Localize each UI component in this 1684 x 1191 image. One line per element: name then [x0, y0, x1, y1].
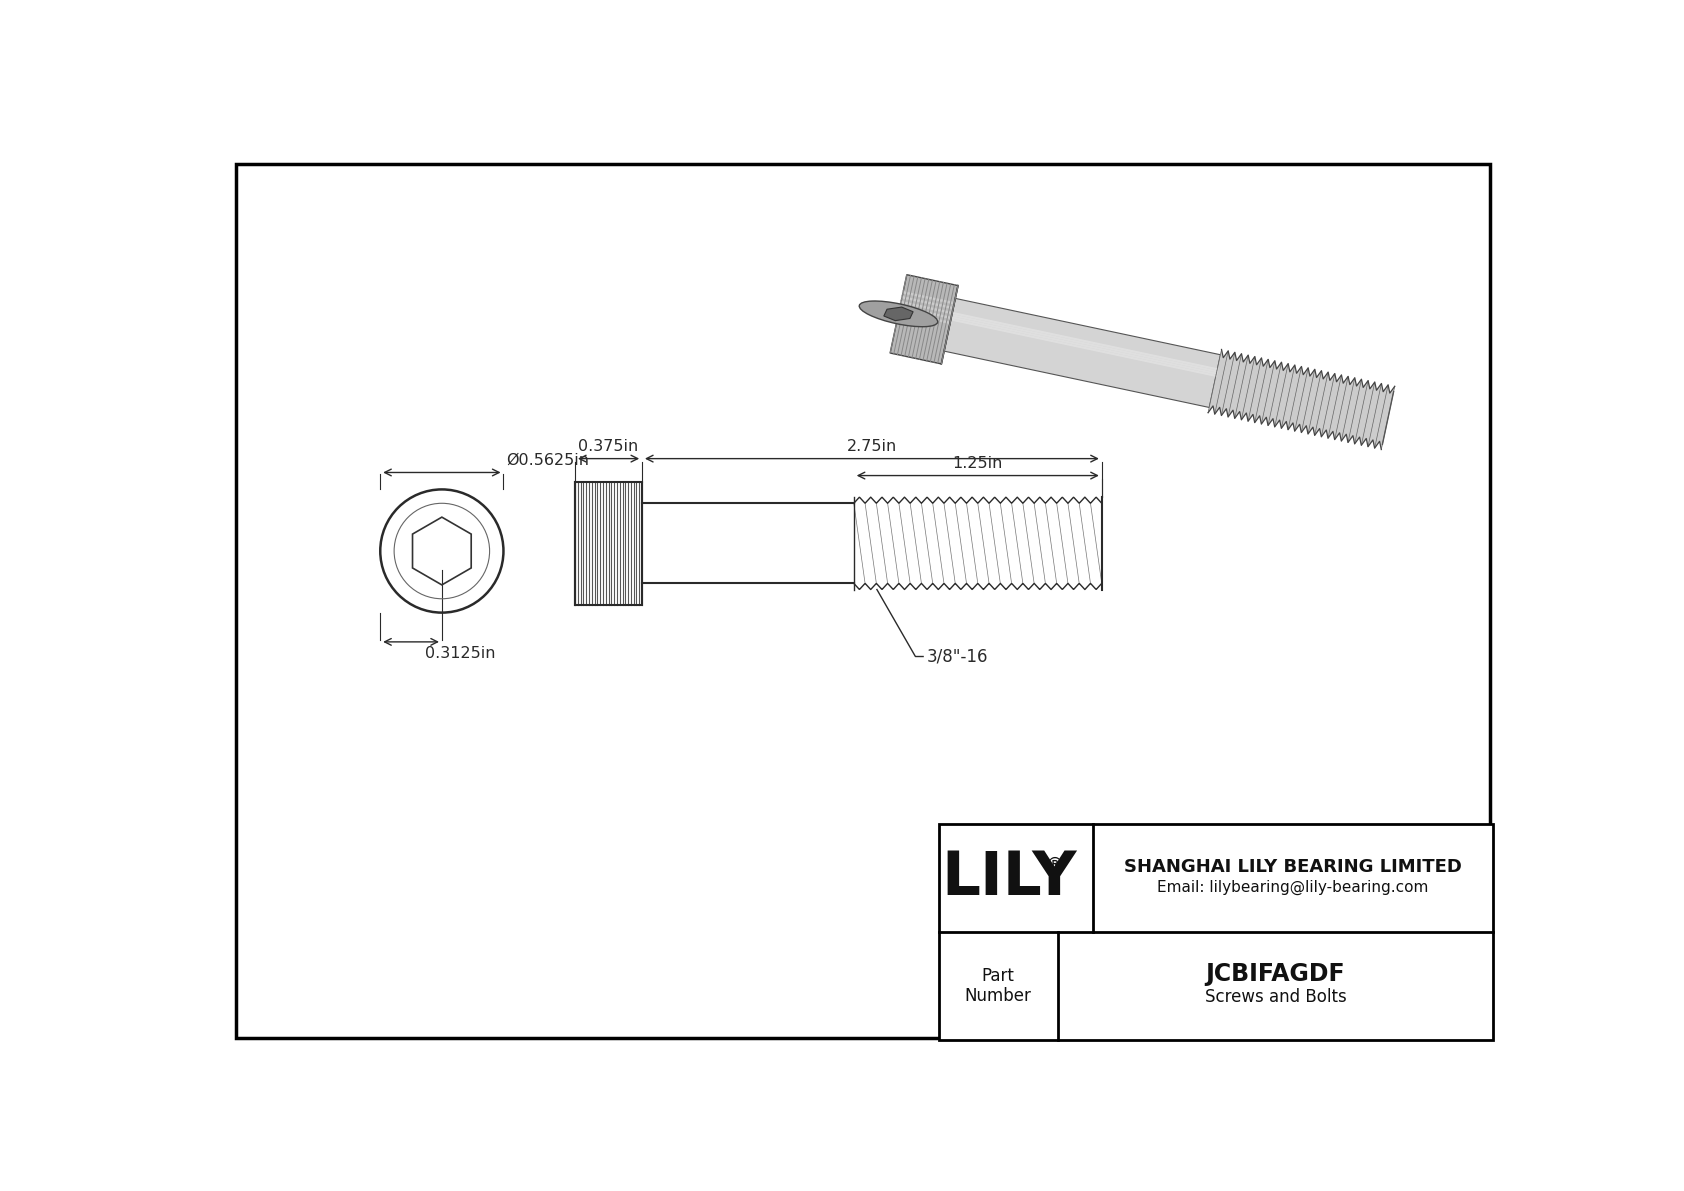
Polygon shape	[1207, 349, 1394, 449]
Text: 1.25in: 1.25in	[953, 456, 1004, 470]
Text: LILY: LILY	[941, 849, 1078, 908]
Text: Screws and Bolts: Screws and Bolts	[1204, 987, 1346, 1006]
Polygon shape	[945, 299, 1221, 407]
Ellipse shape	[859, 301, 938, 326]
Text: SHANGHAI LILY BEARING LIMITED: SHANGHAI LILY BEARING LIMITED	[1123, 859, 1462, 877]
Text: 3/8"-16: 3/8"-16	[926, 648, 989, 666]
FancyBboxPatch shape	[938, 824, 1494, 1040]
Text: Email: lilybearing@lily-bearing.com: Email: lilybearing@lily-bearing.com	[1157, 880, 1428, 896]
Text: 0.3125in: 0.3125in	[424, 647, 495, 661]
Text: 2.75in: 2.75in	[847, 439, 898, 454]
Polygon shape	[884, 307, 913, 320]
Text: JCBIFAGDF: JCBIFAGDF	[1206, 962, 1346, 986]
Text: 0.375in: 0.375in	[578, 439, 638, 454]
Text: Part
Number: Part Number	[965, 967, 1032, 1005]
Polygon shape	[891, 275, 958, 364]
Text: ®: ®	[1046, 855, 1063, 873]
Text: Ø0.5625in: Ø0.5625in	[507, 453, 589, 468]
